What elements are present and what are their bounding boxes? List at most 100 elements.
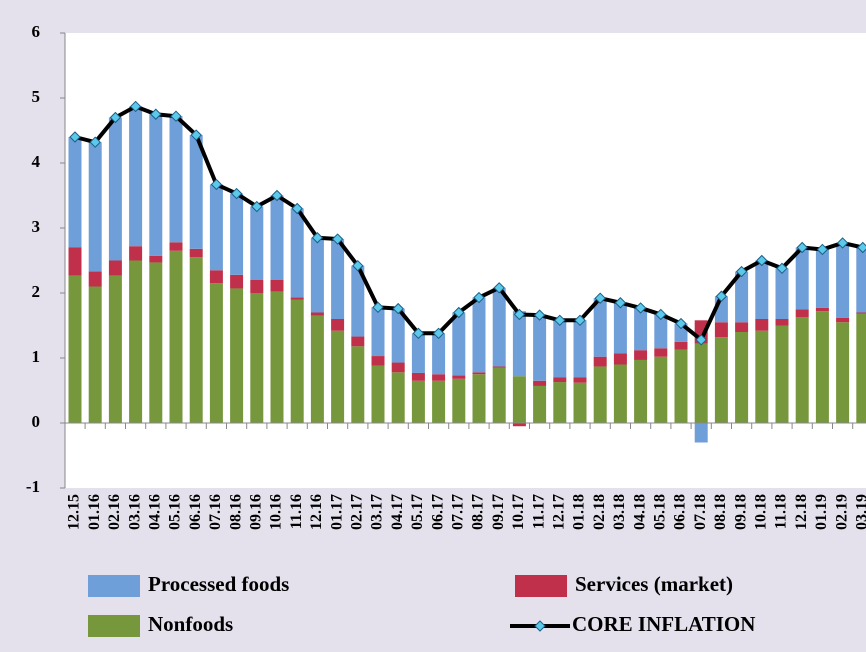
bar [230, 193, 244, 275]
bar [209, 270, 223, 284]
marker [150, 108, 162, 120]
bar [593, 298, 607, 357]
marker [493, 282, 505, 294]
legend-swatch [515, 575, 567, 597]
marker [756, 254, 768, 267]
bar [371, 365, 385, 423]
bar [795, 317, 809, 423]
marker [675, 317, 687, 330]
bar [654, 356, 668, 423]
bar [856, 312, 866, 314]
x-tick-label: 07.18 [692, 494, 709, 530]
marker [473, 291, 485, 304]
bar [250, 293, 264, 423]
marker [170, 110, 182, 122]
bar [492, 367, 506, 423]
marker [796, 241, 808, 254]
bar [189, 248, 203, 258]
bar [533, 385, 547, 423]
bar [209, 283, 223, 423]
y-tick-label: 5 [32, 87, 41, 106]
bar [149, 114, 163, 256]
marker [352, 259, 364, 272]
marker [109, 111, 122, 124]
marker [331, 233, 344, 245]
bar [351, 336, 365, 347]
bar [331, 319, 345, 331]
bar [129, 106, 143, 247]
y-tick-label: 4 [32, 152, 41, 171]
x-tick-label: 07.17 [449, 494, 466, 530]
bar [613, 364, 627, 423]
marker [574, 314, 586, 327]
bar [371, 307, 385, 357]
x-tick-label: 01.16 [86, 494, 103, 530]
bar [815, 249, 829, 308]
x-tick-label: 02.19 [833, 494, 850, 530]
marker [533, 309, 546, 321]
marker [715, 290, 728, 302]
bar [512, 423, 526, 427]
bar [452, 312, 466, 376]
bar [492, 366, 506, 368]
bar [290, 297, 304, 300]
bar [270, 280, 284, 292]
bar [270, 195, 284, 280]
x-tick-label: 09.18 [732, 494, 749, 530]
x-tick-label: 08.17 [470, 494, 487, 530]
bar [674, 341, 688, 350]
bar [189, 135, 203, 249]
bar [674, 349, 688, 423]
x-tick-label: 12.17 [550, 494, 567, 530]
bar [795, 309, 809, 318]
x-tick-label: 12.18 [793, 494, 810, 530]
bar [634, 359, 648, 423]
marker [816, 243, 829, 256]
bar [714, 337, 728, 423]
bar [88, 286, 102, 423]
x-tick-label: 03.17 [369, 494, 386, 530]
x-tick-label: 05.16 [167, 494, 184, 530]
marker [614, 297, 627, 309]
x-tick-label: 12.15 [66, 494, 83, 530]
bar [815, 311, 829, 423]
bar [108, 117, 122, 261]
bar [573, 377, 587, 383]
bar [613, 353, 627, 365]
bar [310, 315, 324, 423]
bar [775, 319, 789, 326]
bar [149, 255, 163, 263]
x-tick-label: 01.19 [813, 494, 830, 530]
x-tick-label: 03.19 [853, 494, 866, 530]
x-tick-label: 12.16 [308, 494, 325, 530]
bar [593, 366, 607, 423]
bar [189, 257, 203, 423]
bar [68, 247, 82, 276]
y-tick-label: 0 [32, 412, 41, 431]
bar [735, 271, 749, 323]
x-tick-label: 06.16 [187, 494, 204, 530]
bar [452, 375, 466, 379]
x-tick-label: 05.18 [651, 494, 668, 530]
x-tick-label: 04.18 [631, 494, 648, 530]
bar [209, 184, 223, 271]
y-tick-label: 6 [32, 22, 41, 41]
marker [230, 187, 243, 200]
bar [775, 325, 789, 423]
x-tick-label: 11.16 [288, 494, 305, 529]
bar [250, 206, 264, 280]
bar [472, 372, 486, 375]
line [74, 104, 864, 342]
bar [310, 237, 324, 313]
marker [372, 301, 384, 314]
bar [856, 313, 866, 423]
bar [593, 356, 607, 367]
marker [89, 136, 101, 148]
bar [836, 242, 850, 318]
bar [613, 302, 627, 354]
bar [533, 315, 547, 381]
marker [271, 189, 283, 202]
bar [512, 376, 526, 423]
bar [432, 374, 446, 381]
